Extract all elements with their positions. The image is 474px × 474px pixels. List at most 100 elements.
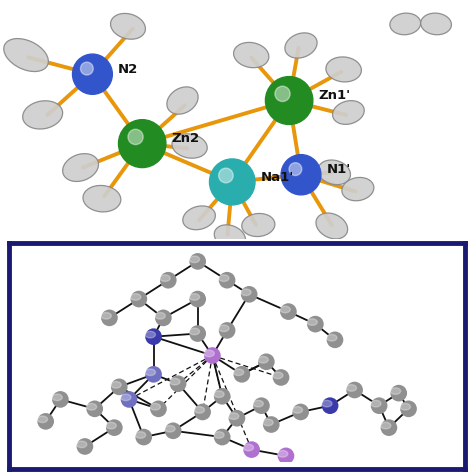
- Circle shape: [76, 441, 87, 447]
- Point: [116, 383, 123, 391]
- Point: [42, 418, 49, 425]
- Point: [199, 408, 206, 416]
- Circle shape: [346, 384, 356, 391]
- Point: [233, 414, 241, 422]
- Circle shape: [86, 403, 97, 410]
- Point: [267, 421, 275, 428]
- Text: Na1': Na1': [261, 171, 294, 183]
- Ellipse shape: [4, 38, 48, 72]
- Point: [110, 424, 118, 431]
- Circle shape: [214, 432, 224, 438]
- Ellipse shape: [318, 160, 350, 185]
- Point: [263, 358, 270, 365]
- Point: [150, 333, 157, 340]
- Circle shape: [130, 294, 141, 300]
- Ellipse shape: [167, 87, 198, 114]
- Circle shape: [150, 403, 160, 410]
- Point: [326, 402, 334, 410]
- Ellipse shape: [234, 42, 269, 68]
- Text: Zn2: Zn2: [172, 132, 200, 146]
- Ellipse shape: [23, 101, 63, 129]
- Point: [248, 446, 255, 454]
- Point: [385, 424, 393, 431]
- Circle shape: [327, 335, 337, 341]
- Point: [135, 295, 143, 303]
- Point: [297, 408, 304, 416]
- Ellipse shape: [333, 100, 364, 124]
- Circle shape: [241, 289, 251, 296]
- Point: [219, 392, 226, 400]
- Point: [194, 257, 201, 265]
- Circle shape: [118, 120, 166, 168]
- Ellipse shape: [110, 13, 146, 39]
- Point: [194, 295, 201, 303]
- Point: [140, 433, 147, 441]
- Ellipse shape: [183, 206, 215, 230]
- Circle shape: [292, 407, 302, 413]
- Circle shape: [275, 86, 290, 101]
- Point: [375, 402, 383, 410]
- Point: [160, 314, 167, 322]
- Point: [311, 320, 319, 328]
- Ellipse shape: [214, 225, 246, 249]
- Ellipse shape: [316, 213, 347, 239]
- Circle shape: [189, 294, 200, 300]
- Circle shape: [265, 77, 313, 125]
- Circle shape: [145, 369, 155, 375]
- Point: [194, 330, 201, 337]
- Point: [238, 371, 246, 378]
- Circle shape: [165, 426, 175, 432]
- Point: [405, 405, 412, 412]
- Point: [56, 396, 64, 403]
- Circle shape: [400, 403, 410, 410]
- Circle shape: [214, 391, 224, 398]
- Circle shape: [263, 419, 273, 426]
- Circle shape: [210, 159, 255, 205]
- Circle shape: [253, 401, 264, 407]
- Point: [174, 380, 182, 388]
- Circle shape: [233, 369, 244, 375]
- Ellipse shape: [285, 33, 317, 58]
- Text: N1': N1': [327, 164, 351, 176]
- Circle shape: [204, 350, 214, 357]
- Point: [223, 327, 231, 334]
- Circle shape: [219, 325, 229, 332]
- Point: [164, 276, 172, 284]
- Circle shape: [381, 422, 391, 429]
- Point: [223, 276, 231, 284]
- Circle shape: [281, 155, 321, 195]
- Point: [258, 402, 265, 410]
- Circle shape: [121, 394, 131, 401]
- Circle shape: [73, 54, 112, 94]
- Point: [169, 427, 177, 435]
- Circle shape: [101, 312, 111, 319]
- Circle shape: [106, 422, 116, 429]
- Circle shape: [273, 372, 283, 379]
- Point: [125, 396, 133, 403]
- Ellipse shape: [390, 13, 420, 35]
- Circle shape: [371, 401, 381, 407]
- Point: [277, 374, 285, 381]
- Circle shape: [170, 378, 180, 385]
- Circle shape: [194, 407, 204, 413]
- Circle shape: [145, 331, 155, 338]
- Point: [219, 433, 226, 441]
- Text: Zn1': Zn1': [319, 89, 351, 102]
- Point: [282, 452, 290, 460]
- Circle shape: [52, 394, 62, 401]
- Point: [331, 336, 339, 344]
- Ellipse shape: [421, 13, 451, 35]
- Circle shape: [189, 256, 200, 263]
- Point: [91, 405, 99, 412]
- Circle shape: [307, 319, 317, 325]
- Circle shape: [37, 416, 47, 423]
- Point: [155, 405, 162, 412]
- Circle shape: [155, 312, 165, 319]
- Circle shape: [258, 356, 268, 363]
- Circle shape: [243, 444, 254, 451]
- Circle shape: [280, 306, 290, 313]
- Circle shape: [136, 432, 146, 438]
- Point: [395, 389, 402, 397]
- Point: [246, 291, 253, 298]
- Circle shape: [219, 168, 233, 183]
